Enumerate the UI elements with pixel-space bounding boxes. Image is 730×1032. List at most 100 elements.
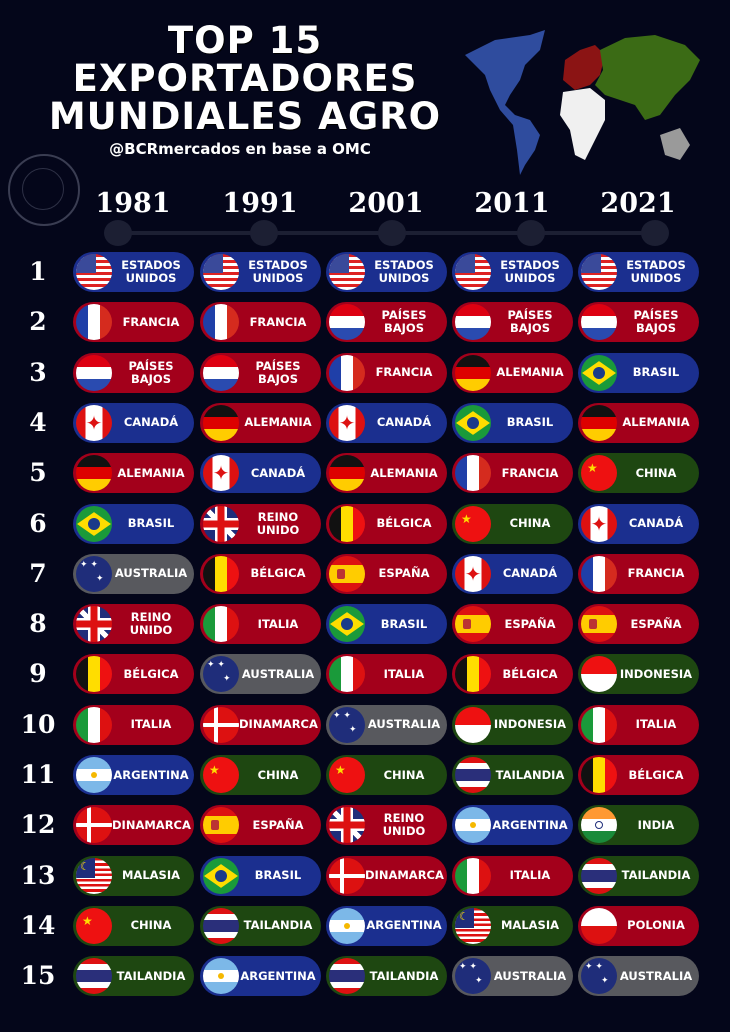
country-name: ARGENTINA	[113, 767, 189, 782]
flag-my-icon	[455, 907, 491, 944]
flag-my-icon	[76, 857, 112, 894]
country-name: CHINA	[257, 767, 299, 782]
country-pill-dk: DINAMARCA	[200, 704, 321, 745]
year-label: 1991	[222, 188, 298, 219]
country-name: CHINA	[130, 918, 172, 933]
map-europa	[563, 45, 605, 90]
country-name: PAÍSES BAJOS	[507, 308, 553, 336]
country-pill-it: ITALIA	[326, 654, 447, 695]
flag-th-icon	[329, 958, 365, 995]
flag-au-icon	[76, 555, 112, 592]
country-pill-es: ESPAÑA	[200, 805, 321, 846]
flag-nl-icon	[203, 354, 239, 391]
flag-us-icon	[581, 254, 617, 290]
flag-be-icon	[329, 505, 365, 542]
country-name: BÉLGICA	[123, 666, 179, 681]
flag-br-icon	[581, 354, 617, 391]
country-name: CANADÁ	[502, 566, 558, 581]
flag-id-icon	[581, 656, 617, 693]
country-pill-ca: CANADÁ	[326, 402, 447, 443]
country-name: INDONESIA	[619, 666, 693, 681]
country-name: BRASIL	[127, 516, 175, 530]
country-pill-au: AUSTRALIA	[326, 704, 447, 745]
flag-br-icon	[76, 505, 112, 542]
country-name: INDONESIA	[493, 717, 567, 732]
country-pill-de: ALEMANIA	[200, 402, 321, 443]
country-name: ESTADOS UNIDOS	[500, 258, 560, 285]
flag-br-icon	[203, 857, 239, 894]
flag-de-icon	[329, 455, 365, 492]
country-name: MALASIA	[121, 868, 181, 883]
flag-it-icon	[581, 706, 617, 743]
flag-gb-icon	[329, 807, 365, 844]
country-name: ESPAÑA	[630, 616, 682, 631]
country-name: FRANCIA	[627, 566, 685, 581]
country-name: TAILANDIA	[621, 868, 691, 883]
country-name: FRANCIA	[501, 465, 559, 480]
country-name: ESPAÑA	[504, 616, 556, 631]
country-name: REINO UNIDO	[129, 610, 173, 638]
flag-cn-icon	[329, 757, 365, 793]
country-pill-dk: DINAMARCA	[73, 805, 194, 846]
country-name: DINAMARCA	[112, 817, 191, 832]
flag-nl-icon	[76, 354, 112, 391]
flag-id-icon	[455, 706, 491, 743]
country-pill-gb: REINO UNIDO	[73, 604, 194, 645]
flag-br-icon	[329, 606, 365, 643]
country-pill-br: BRASIL	[452, 402, 573, 443]
flag-nl-icon	[455, 304, 491, 341]
country-pill-ca: CANADÁ	[578, 503, 699, 544]
timeline-dot	[378, 220, 406, 246]
country-name: BÉLGICA	[376, 516, 432, 530]
flag-es-icon	[203, 807, 239, 844]
country-name: FRANCIA	[375, 365, 433, 380]
country-pill-us: ESTADOS UNIDOS	[326, 252, 447, 292]
rank-number: 15	[20, 961, 56, 991]
country-name: ALEMANIA	[244, 415, 312, 430]
country-pill-ar: ARGENTINA	[326, 905, 447, 946]
flag-de-icon	[455, 354, 491, 391]
flag-es-icon	[329, 555, 365, 592]
country-name: ALEMANIA	[117, 465, 185, 480]
flag-cn-icon	[203, 757, 239, 793]
country-pill-us: ESTADOS UNIDOS	[200, 252, 321, 292]
country-name: ESTADOS UNIDOS	[374, 258, 434, 285]
country-pill-be: BÉLGICA	[200, 553, 321, 594]
country-name: ARGENTINA	[240, 968, 316, 983]
flag-dk-icon	[203, 706, 239, 743]
country-name: ARGENTINA	[492, 817, 568, 832]
country-pill-ca: CANADÁ	[200, 453, 321, 494]
country-pill-au: AUSTRALIA	[200, 654, 321, 695]
country-pill-br: BRASIL	[326, 604, 447, 645]
flag-fr-icon	[455, 455, 491, 492]
country-pill-nl: PAÍSES BAJOS	[578, 302, 699, 343]
country-pill-id: INDONESIA	[578, 654, 699, 695]
country-name: TAILANDIA	[495, 767, 565, 782]
world-map-icon	[465, 30, 700, 175]
country-pill-ar: ARGENTINA	[452, 805, 573, 846]
rank-number: 14	[20, 910, 56, 940]
country-name: PAÍSES BAJOS	[633, 308, 679, 336]
flag-be-icon	[203, 555, 239, 592]
country-pill-th: TAILANDIA	[452, 755, 573, 795]
country-pill-au: AUSTRALIA	[578, 956, 699, 997]
bcr-seal-logo	[8, 154, 80, 226]
country-name: PAÍSES BAJOS	[255, 358, 301, 386]
country-pill-nl: PAÍSES BAJOS	[326, 302, 447, 343]
country-pill-ar: ARGENTINA	[200, 956, 321, 997]
country-pill-ca: CANADÁ	[452, 553, 573, 594]
country-name: ESTADOS UNIDOS	[248, 258, 308, 285]
country-name: CANADÁ	[628, 516, 684, 530]
flag-ar-icon	[203, 958, 239, 995]
country-name: DINAMARCA	[239, 717, 318, 732]
country-name: BÉLGICA	[628, 767, 684, 782]
timeline-dot	[517, 220, 545, 246]
country-name: FRANCIA	[122, 314, 180, 329]
rank-number: 13	[20, 860, 56, 890]
country-pill-fr: FRANCIA	[578, 553, 699, 594]
flag-gb-icon	[76, 606, 112, 643]
country-pill-de: ALEMANIA	[452, 352, 573, 393]
country-pill-it: ITALIA	[452, 855, 573, 896]
rank-number: 1	[29, 257, 47, 286]
country-name: AUSTRALIA	[114, 566, 188, 581]
